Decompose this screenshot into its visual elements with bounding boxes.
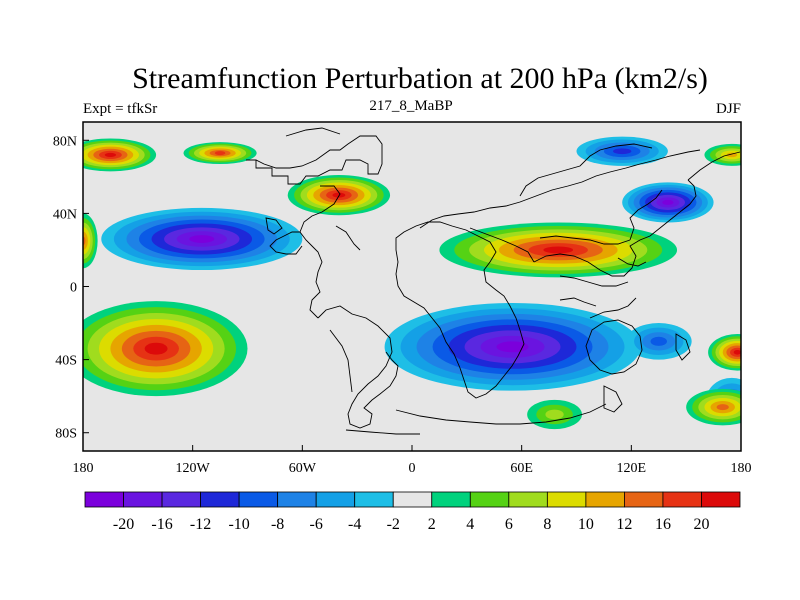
map-background xyxy=(83,122,741,451)
positive-contour-0-7 xyxy=(144,342,168,355)
colorbar-box-11 xyxy=(508,491,548,508)
positive-contour-8-2 xyxy=(545,409,564,420)
colorbar-label-2: -12 xyxy=(190,516,211,533)
colorbar-label-14: 16 xyxy=(655,516,671,533)
positive-contour-6-7 xyxy=(733,350,741,355)
negative-contour-3-4 xyxy=(613,148,632,155)
negative-contour-0-7 xyxy=(189,235,215,243)
colorbar-box-1 xyxy=(123,491,163,508)
y-tick-label-1: 40N xyxy=(53,207,77,222)
colorbar-label-11: 8 xyxy=(543,516,551,533)
colorbar-label-3: -10 xyxy=(228,516,249,533)
colorbar-box-9 xyxy=(431,491,471,508)
x-tick-label-0: 180 xyxy=(73,461,94,476)
colorbar-label-7: -2 xyxy=(387,516,400,533)
streamfunction-contours xyxy=(83,136,741,430)
x-tick-label-5: 120E xyxy=(617,461,647,476)
colorbar-label-10: 6 xyxy=(505,516,513,533)
colorbar-label-15: 20 xyxy=(693,516,709,533)
colorbar-box-12 xyxy=(546,491,587,508)
x-tick-label-3: 0 xyxy=(409,461,416,476)
colorbar-box-7 xyxy=(354,491,394,508)
colorbar-box-3 xyxy=(200,491,240,508)
y-tick-label-4: 80S xyxy=(55,427,77,442)
latitude-axis: 80N 40N 0 40S 80S xyxy=(53,134,89,442)
colorbar-label-4: -8 xyxy=(271,516,284,533)
colorbar-box-14 xyxy=(624,491,664,508)
colorbar-box-10 xyxy=(469,491,510,508)
plot-title: Streamfunction Perturbation at 200 hPa (… xyxy=(132,62,708,95)
colorbar-box-13 xyxy=(585,491,625,508)
season-label: DJF xyxy=(716,101,741,117)
negative-contour-2-7 xyxy=(662,199,674,205)
y-tick-label-3: 40S xyxy=(55,354,77,369)
colorbar-label-9: 4 xyxy=(466,516,474,533)
colorbar-label-13: 12 xyxy=(616,516,632,533)
positive-contour-1-7 xyxy=(543,246,574,254)
colorbar-box-2 xyxy=(161,491,201,508)
colorbar-box-0 xyxy=(84,491,124,508)
case-label: 217_8_MaBP xyxy=(369,98,452,114)
colorbar-label-8: 2 xyxy=(428,516,436,533)
colorbar-label-5: -6 xyxy=(310,516,323,533)
x-tick-label-2: 60W xyxy=(289,461,317,476)
longitude-axis: 180 120W 60W 0 60E 120E 180 xyxy=(73,445,752,476)
colorbar-label-6: -4 xyxy=(348,516,361,533)
positive-contour-3-7 xyxy=(104,152,117,157)
x-tick-label-4: 60E xyxy=(510,461,533,476)
map-area xyxy=(83,122,741,451)
colorbar-box-8 xyxy=(392,491,433,508)
colorbar-label-1: -16 xyxy=(151,516,172,533)
negative-contour-4-3 xyxy=(650,336,667,346)
colorbar-box-6 xyxy=(315,491,356,508)
x-tick-label-6: 180 xyxy=(731,461,752,476)
colorbar-box-15 xyxy=(662,491,702,508)
positive-contour-7-5 xyxy=(716,404,729,411)
colorbar-box-4 xyxy=(238,491,279,508)
negative-contour-1-7 xyxy=(496,341,529,353)
positive-contour-4-6 xyxy=(214,151,226,156)
colorbar-box-16 xyxy=(701,491,741,508)
y-tick-label-2: 0 xyxy=(70,281,77,296)
colorbar-label-0: -20 xyxy=(113,516,134,533)
colorbar-box-5 xyxy=(277,491,317,508)
colorbar-label-12: 10 xyxy=(578,516,594,533)
experiment-label: Expt = tfkSr xyxy=(83,101,157,117)
coastlines xyxy=(246,127,741,435)
x-tick-label-1: 120W xyxy=(176,461,211,476)
y-tick-label-0: 80N xyxy=(53,134,77,149)
colorbar: -20 -16 -12 -10 -8 -6 -4 -2 2 4 6 8 10 12 16 20 xyxy=(84,491,741,533)
